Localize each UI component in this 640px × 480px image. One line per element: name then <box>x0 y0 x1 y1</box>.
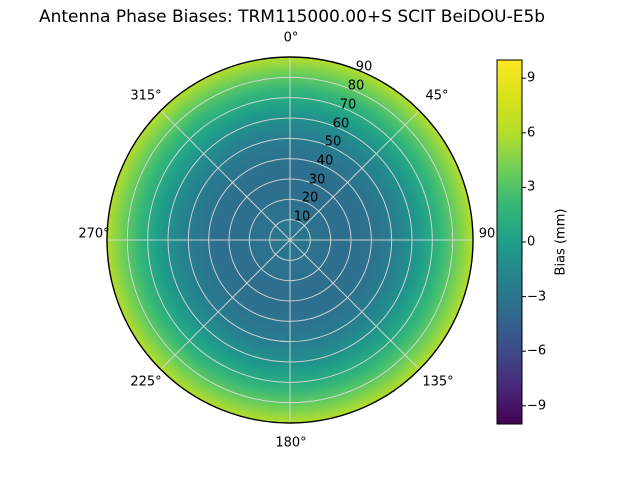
radial-tick-90: 90 <box>355 59 373 75</box>
colorbar-tick-m3: −3 <box>527 289 547 305</box>
azimuth-label-0: 0° <box>283 30 299 46</box>
radial-tick-80: 80 <box>347 78 365 94</box>
radial-tick-20: 20 <box>301 190 319 206</box>
radial-tick-10: 10 <box>293 209 311 225</box>
colorbar-tick-6: 6 <box>527 125 536 141</box>
chart-title: Antenna Phase Biases: TRM115000.00+S SCI… <box>38 7 546 27</box>
colorbar-tick-m9: −9 <box>527 398 547 414</box>
azimuth-label-225: 225° <box>130 374 162 390</box>
colorbar-tick-0: 0 <box>527 234 536 250</box>
radial-tick-50: 50 <box>324 134 342 150</box>
colorbar-tick-3: 3 <box>527 179 536 195</box>
radial-tick-70: 70 <box>339 97 357 113</box>
azimuth-label-45: 45° <box>425 88 449 104</box>
colorbar-tick-m6: −6 <box>527 343 547 359</box>
azimuth-label-270: 270° <box>78 226 110 242</box>
radial-tick-40: 40 <box>316 153 334 169</box>
azimuth-label-315: 315° <box>130 88 162 104</box>
colorbar-tick-9: 9 <box>527 70 536 86</box>
azimuth-label-180: 180° <box>275 435 307 451</box>
radial-tick-30: 30 <box>308 172 326 188</box>
radial-tick-60: 60 <box>332 116 350 132</box>
azimuth-label-90: 90 <box>478 226 496 242</box>
azimuth-label-135: 135° <box>422 374 454 390</box>
colorbar-axis-label: Bias (mm) <box>553 208 569 276</box>
